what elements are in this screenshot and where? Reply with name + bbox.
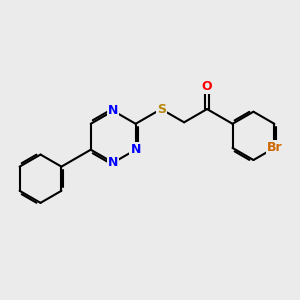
Text: O: O: [202, 80, 212, 94]
Text: N: N: [130, 143, 141, 156]
Text: N: N: [108, 156, 119, 169]
Text: N: N: [108, 104, 119, 117]
Text: Br: Br: [266, 141, 282, 154]
Text: S: S: [157, 103, 166, 116]
